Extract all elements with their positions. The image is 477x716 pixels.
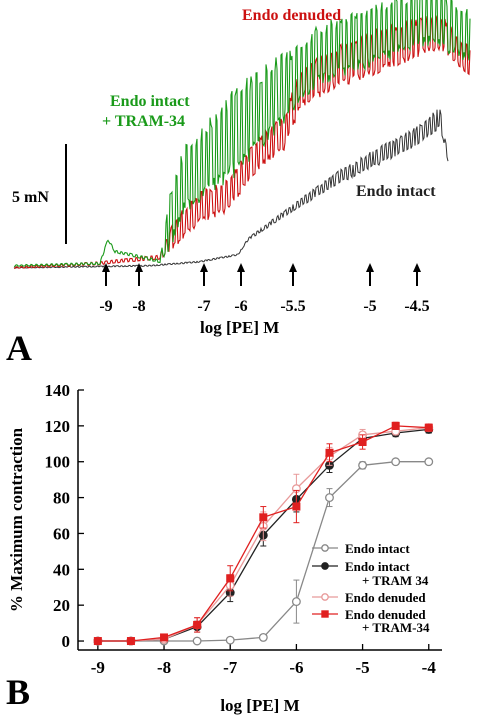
x-tick-label: -9 (91, 658, 105, 677)
trace-endo-intact (13, 109, 449, 269)
data-point (258, 632, 268, 642)
arrow-head (102, 263, 110, 272)
data-point (321, 610, 329, 618)
y-tick-label: 100 (45, 453, 71, 472)
data-point (225, 635, 235, 645)
data-point (424, 457, 434, 467)
arrow-label: -6 (234, 298, 247, 315)
panel-b: 0 20 40 60 80 100 120 140 -9 -8 -7 -6 -5 -4 log [PE] M… (6, 381, 442, 715)
trace-endo-intact-tram34 (13, 0, 471, 267)
data-point (321, 544, 329, 552)
label-endo-denuded: Endo denuded (242, 7, 341, 24)
legend-label: Endo denuded (345, 590, 426, 605)
arrow-head (413, 263, 421, 272)
arrow-label: -4.5 (404, 298, 429, 315)
panel-a-label: A (6, 328, 32, 368)
data-point (193, 620, 202, 629)
legend-label: + TRAM 34 (362, 573, 429, 588)
data-point (226, 574, 235, 583)
y-tick-label: 0 (62, 632, 71, 651)
label-endo-intact: Endo intact (356, 183, 436, 200)
y-tick-label: 140 (45, 381, 71, 400)
arrow-head (289, 263, 297, 272)
panel-b-label: B (6, 672, 30, 712)
data-point (391, 421, 400, 430)
legend-label: Endo denuded (345, 607, 426, 622)
dose-response-chart: 0 20 40 60 80 100 120 140 -9 -8 -7 -6 -5 -4 log [PE] M… (7, 381, 442, 715)
data-point (160, 633, 169, 642)
legend-label: Endo intact (345, 541, 410, 556)
data-point (358, 460, 368, 470)
data-point (325, 448, 334, 457)
arrow-label: -8 (132, 298, 145, 315)
arrow-head (366, 263, 374, 272)
scale-bar-label: 5 mN (12, 189, 49, 206)
panel-a: 5 mN Endo denuded Endo intact + TRAM-34 … (6, 0, 471, 368)
data-point (321, 562, 329, 570)
arrow-label: -7 (197, 298, 210, 315)
y-tick-label: 80 (53, 489, 70, 508)
data-point (259, 513, 268, 522)
arrow-head (200, 263, 208, 272)
arrow-label: -9 (99, 298, 112, 315)
arrow-head (237, 263, 245, 272)
series-3 (93, 421, 433, 646)
x-tick-label: -8 (157, 658, 171, 677)
arrow-label: -5 (363, 298, 376, 315)
arrow-label: -5.5 (280, 298, 305, 315)
data-point (321, 593, 329, 601)
data-point (192, 636, 202, 646)
y-axis-label: % Maximum contraction (7, 427, 26, 612)
y-tick-label: 60 (53, 524, 70, 543)
y-tick-label: 120 (45, 417, 71, 436)
arrow-head (135, 263, 143, 272)
y-tick-label: 20 (53, 596, 70, 615)
y-tick-label: 40 (53, 560, 70, 579)
x-tick-label: -4 (422, 658, 437, 677)
x-axis-label: log [PE] M (220, 696, 299, 715)
legend-label: + TRAM-34 (362, 620, 430, 635)
data-point (292, 502, 301, 511)
data-point (424, 423, 433, 432)
x-tick-label: -5 (355, 658, 369, 677)
legend-label: Endo intact (345, 559, 410, 574)
trace-endo-denuded (13, 15, 471, 269)
label-endo-intact-tram-line2: + TRAM-34 (102, 113, 185, 130)
x-tick-label: -7 (223, 658, 238, 677)
data-point (291, 597, 301, 607)
x-tick-label: -6 (289, 658, 303, 677)
data-point (391, 457, 401, 467)
data-point (93, 637, 102, 646)
panel-a-xlabel: log [PE] M (200, 318, 279, 337)
label-endo-intact-tram-line1: Endo intact (110, 93, 190, 110)
data-point (126, 637, 135, 646)
data-point (325, 493, 334, 503)
data-point (358, 438, 367, 446)
arrow-markers: -9 -8 -7 -6 -5.5 -5 -4.5 (99, 263, 430, 315)
